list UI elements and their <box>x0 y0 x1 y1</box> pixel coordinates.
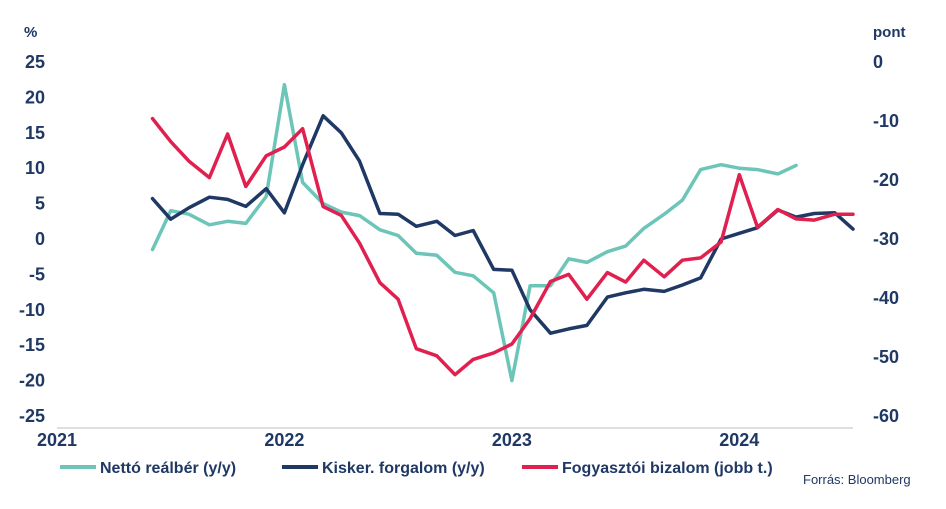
left-tick-label: 10 <box>25 158 45 178</box>
x-tick-label: 2023 <box>492 430 532 450</box>
legend-label: Nettó reálbér (y/y) <box>100 460 236 477</box>
x-tick-label: 2021 <box>37 430 77 450</box>
series-line <box>150 116 855 377</box>
right-tick-label: -10 <box>873 111 899 131</box>
right-tick-label: -40 <box>873 288 899 308</box>
left-tick-label: 25 <box>25 52 45 72</box>
left-tick-label: -10 <box>19 300 45 320</box>
right-tick-label: 0 <box>873 52 883 72</box>
source-note: Forrás: Bloomberg <box>803 472 911 487</box>
left-tick-label: -15 <box>19 335 45 355</box>
x-tick-label: 2024 <box>719 430 759 450</box>
legend: Nettó reálbér (y/y) Kisker. forgalom (y/y… <box>60 460 773 477</box>
x-tick-label: 2022 <box>264 430 304 450</box>
legend-label: Kisker. forgalom (y/y) <box>322 460 485 477</box>
left-tick-label: -5 <box>29 264 45 284</box>
left-tick-label: 0 <box>35 229 45 249</box>
left-tick-label: 5 <box>35 194 45 214</box>
right-tick-label: -50 <box>873 347 899 367</box>
series-line <box>150 114 855 335</box>
right-axis-unit: pont <box>873 24 905 41</box>
left-tick-label: -20 <box>19 371 45 391</box>
left-tick-label: 20 <box>25 87 45 107</box>
legend-label: Fogyasztói bizalom (jobb t.) <box>562 460 773 477</box>
right-tick-label: -60 <box>873 406 899 426</box>
left-tick-label: -25 <box>19 406 45 426</box>
series-lines <box>150 82 855 383</box>
left-tick-label: 15 <box>25 123 45 143</box>
x-axis-ticks: 2021 2022 2023 2024 <box>37 430 759 450</box>
right-tick-label: -20 <box>873 170 899 190</box>
left-axis-unit: % <box>24 24 37 41</box>
left-axis-ticks: 25 20 15 10 5 0 -5 -10 -15 -20 -25 <box>19 52 45 426</box>
right-axis-ticks: 0 -10 -20 -30 -40 -50 -60 <box>873 52 899 426</box>
series-line <box>150 82 798 383</box>
right-tick-label: -30 <box>873 229 899 249</box>
